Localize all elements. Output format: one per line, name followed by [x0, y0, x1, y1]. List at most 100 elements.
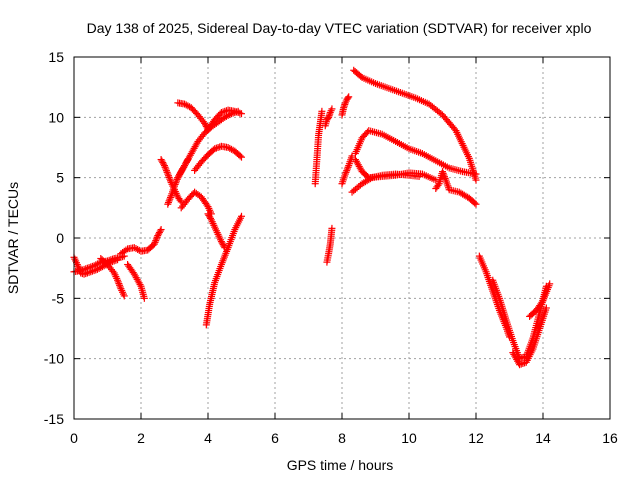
data-point — [341, 170, 349, 178]
data-point — [238, 110, 245, 118]
data-point — [434, 181, 442, 189]
data-point — [238, 153, 245, 161]
y-tick-label: -15 — [44, 411, 64, 427]
data-point — [165, 197, 173, 205]
data-point — [363, 172, 371, 180]
data-point — [114, 256, 122, 264]
data-point — [439, 168, 446, 176]
y-tick-labels: -15 -10 -5 0 5 10 15 — [44, 49, 64, 427]
data-point — [163, 168, 171, 176]
data-point — [151, 238, 159, 246]
data-point — [201, 121, 209, 129]
data-point — [153, 233, 161, 241]
data-point — [231, 107, 239, 115]
data-point — [156, 227, 164, 235]
data-point — [232, 108, 240, 116]
data-point — [77, 269, 85, 277]
data-point — [211, 145, 219, 153]
data-point — [122, 246, 130, 254]
data-point — [164, 200, 172, 208]
data-point — [152, 235, 160, 243]
data-point — [160, 162, 168, 170]
data-point — [164, 170, 172, 178]
data-point — [217, 238, 225, 246]
data-point — [236, 109, 244, 117]
data-point — [114, 276, 122, 284]
data-point — [114, 278, 122, 286]
data-point — [173, 177, 181, 185]
data-point — [516, 361, 524, 369]
data-point — [90, 267, 98, 275]
data-point — [120, 292, 128, 300]
data-point — [157, 226, 165, 234]
data-point — [219, 241, 227, 249]
data-point — [73, 261, 81, 269]
data-point — [471, 199, 479, 207]
x-tick-label: 14 — [535, 430, 551, 446]
data-point — [207, 214, 215, 222]
data-point — [345, 93, 353, 101]
y-tick-label: 0 — [56, 230, 64, 246]
data-point — [214, 144, 222, 151]
data-point — [160, 160, 168, 168]
data-point — [344, 163, 352, 171]
data-point — [472, 170, 480, 178]
y-tick-label: -5 — [52, 290, 65, 306]
data-point — [92, 266, 100, 274]
data-point — [546, 280, 554, 288]
data-point — [205, 211, 213, 219]
data-point — [165, 173, 173, 181]
data-point — [87, 268, 95, 276]
data-point — [164, 199, 172, 207]
data-point — [219, 108, 227, 116]
y-tick-label: 10 — [48, 109, 64, 125]
data-point — [155, 230, 163, 238]
data-point — [116, 283, 124, 291]
data-point — [441, 173, 449, 181]
x-tick-label: 8 — [338, 430, 346, 446]
data-point — [440, 171, 448, 179]
data-point — [75, 264, 83, 272]
data-point — [234, 109, 242, 117]
data-point — [82, 270, 90, 278]
data-point — [80, 270, 88, 278]
data-point — [212, 144, 220, 152]
data-point — [472, 200, 480, 208]
data-point — [318, 107, 326, 115]
data-points — [70, 66, 554, 369]
data-point — [116, 281, 124, 289]
x-tick-label: 6 — [271, 430, 279, 446]
y-tick-label: 5 — [56, 170, 64, 186]
data-point — [109, 258, 117, 266]
data-point — [157, 156, 165, 164]
data-point — [217, 109, 225, 117]
data-point — [441, 174, 449, 182]
data-point — [326, 109, 334, 117]
data-point — [206, 213, 214, 221]
data-point — [472, 176, 480, 184]
data-point — [439, 169, 447, 177]
x-axis-title: GPS time / hours — [287, 457, 394, 473]
data-point — [136, 281, 144, 289]
data-point — [542, 304, 550, 312]
x-tick-label: 2 — [137, 430, 145, 446]
data-point — [140, 294, 148, 302]
x-tick-label: 4 — [204, 430, 212, 446]
data-point — [519, 359, 527, 367]
data-point — [328, 105, 336, 113]
data-point — [152, 237, 160, 245]
data-point — [75, 266, 83, 274]
data-point — [164, 172, 172, 180]
data-point — [83, 269, 91, 277]
data-point — [519, 353, 527, 361]
data-point — [238, 212, 245, 220]
data-point — [155, 229, 163, 237]
data-point — [88, 267, 96, 275]
x-tick-label: 16 — [602, 430, 618, 446]
data-point — [166, 195, 174, 203]
x-tick-labels: 0 2 4 6 8 10 12 14 16 — [70, 430, 618, 446]
data-point — [110, 257, 118, 265]
data-point — [161, 163, 169, 171]
data-point — [162, 167, 170, 175]
